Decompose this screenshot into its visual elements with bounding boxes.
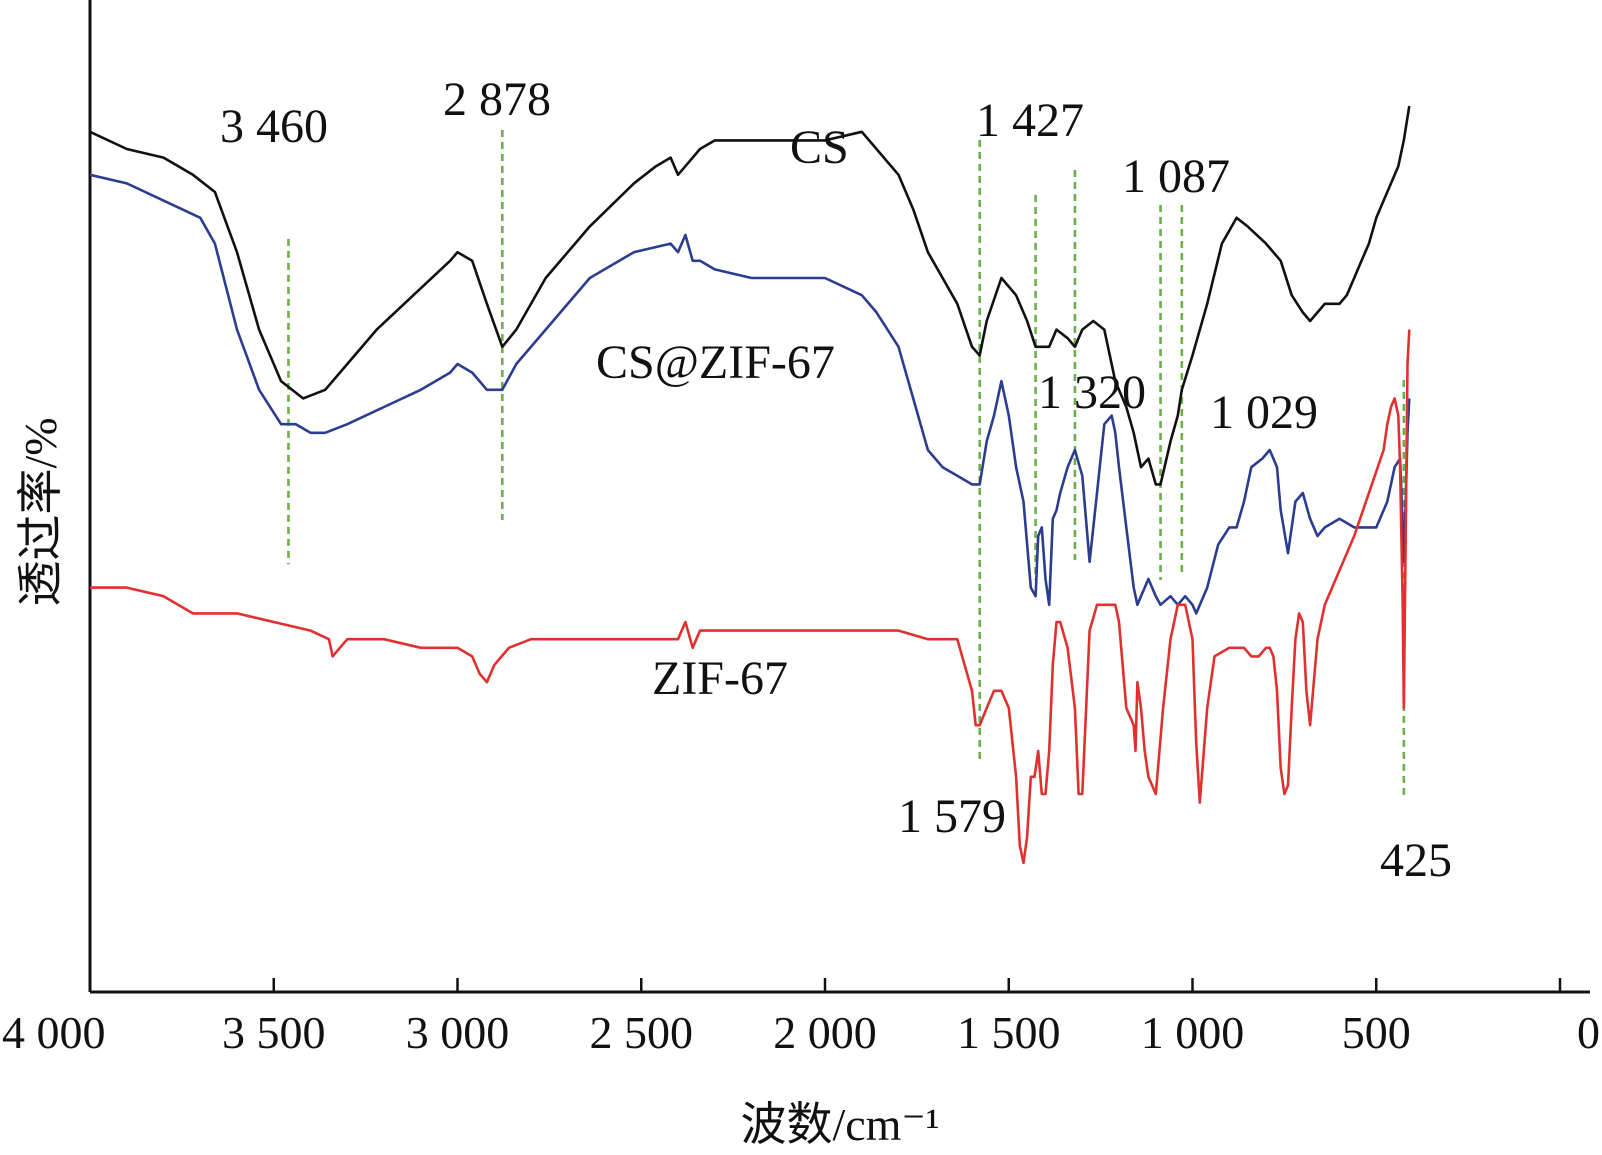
x-axis-ticks: 4 000 3 500 3 000 2 500 2 000 1 500 1 000 500 0 — [2, 978, 1600, 1058]
chart-text: CS CS@ZIF-67 ZIF-67 3 460 2 878 1 427 1 … — [15, 73, 1452, 1150]
reference-lines — [287, 130, 1406, 800]
plot-frame — [88, 0, 1590, 994]
annotation-2878: 2 878 — [443, 73, 551, 126]
series-lines — [89, 105, 1411, 865]
x-tick-label-0: 0 — [1577, 1007, 1600, 1058]
annotation-425: 425 — [1380, 834, 1452, 887]
x-tick-label-4000: 4 000 — [2, 1007, 106, 1058]
annotation-3460: 3 460 — [220, 100, 328, 153]
series-label-zif67: ZIF-67 — [652, 652, 788, 705]
series-label-cs: CS — [790, 121, 849, 174]
annotation-1320: 1 320 — [1038, 366, 1146, 419]
series-line-zif-67 — [90, 329, 1411, 865]
x-tick-label-3500: 3 500 — [222, 1007, 326, 1058]
x-tick-label-3000: 3 000 — [406, 1007, 510, 1058]
series-line-cs-zif-67 — [89, 173, 1411, 615]
x-tick-label-2500: 2 500 — [590, 1007, 694, 1058]
x-tick-label-1500: 1 500 — [957, 1007, 1061, 1058]
series-label-cs-zif67: CS@ZIF-67 — [596, 336, 835, 389]
x-tick-label-1000: 1 000 — [1141, 1007, 1245, 1058]
series-line-cs — [89, 105, 1411, 486]
x-tick-label-2000: 2 000 — [773, 1007, 877, 1058]
annotation-1427: 1 427 — [976, 94, 1084, 147]
x-tick-label-500: 500 — [1342, 1007, 1411, 1058]
annotation-1087: 1 087 — [1122, 150, 1230, 203]
x-axis-title: 波数/cm⁻¹ — [740, 1099, 939, 1150]
annotation-1579: 1 579 — [898, 790, 1006, 843]
annotation-1029: 1 029 — [1210, 386, 1318, 439]
y-axis-title: 透过率/% — [15, 417, 66, 606]
